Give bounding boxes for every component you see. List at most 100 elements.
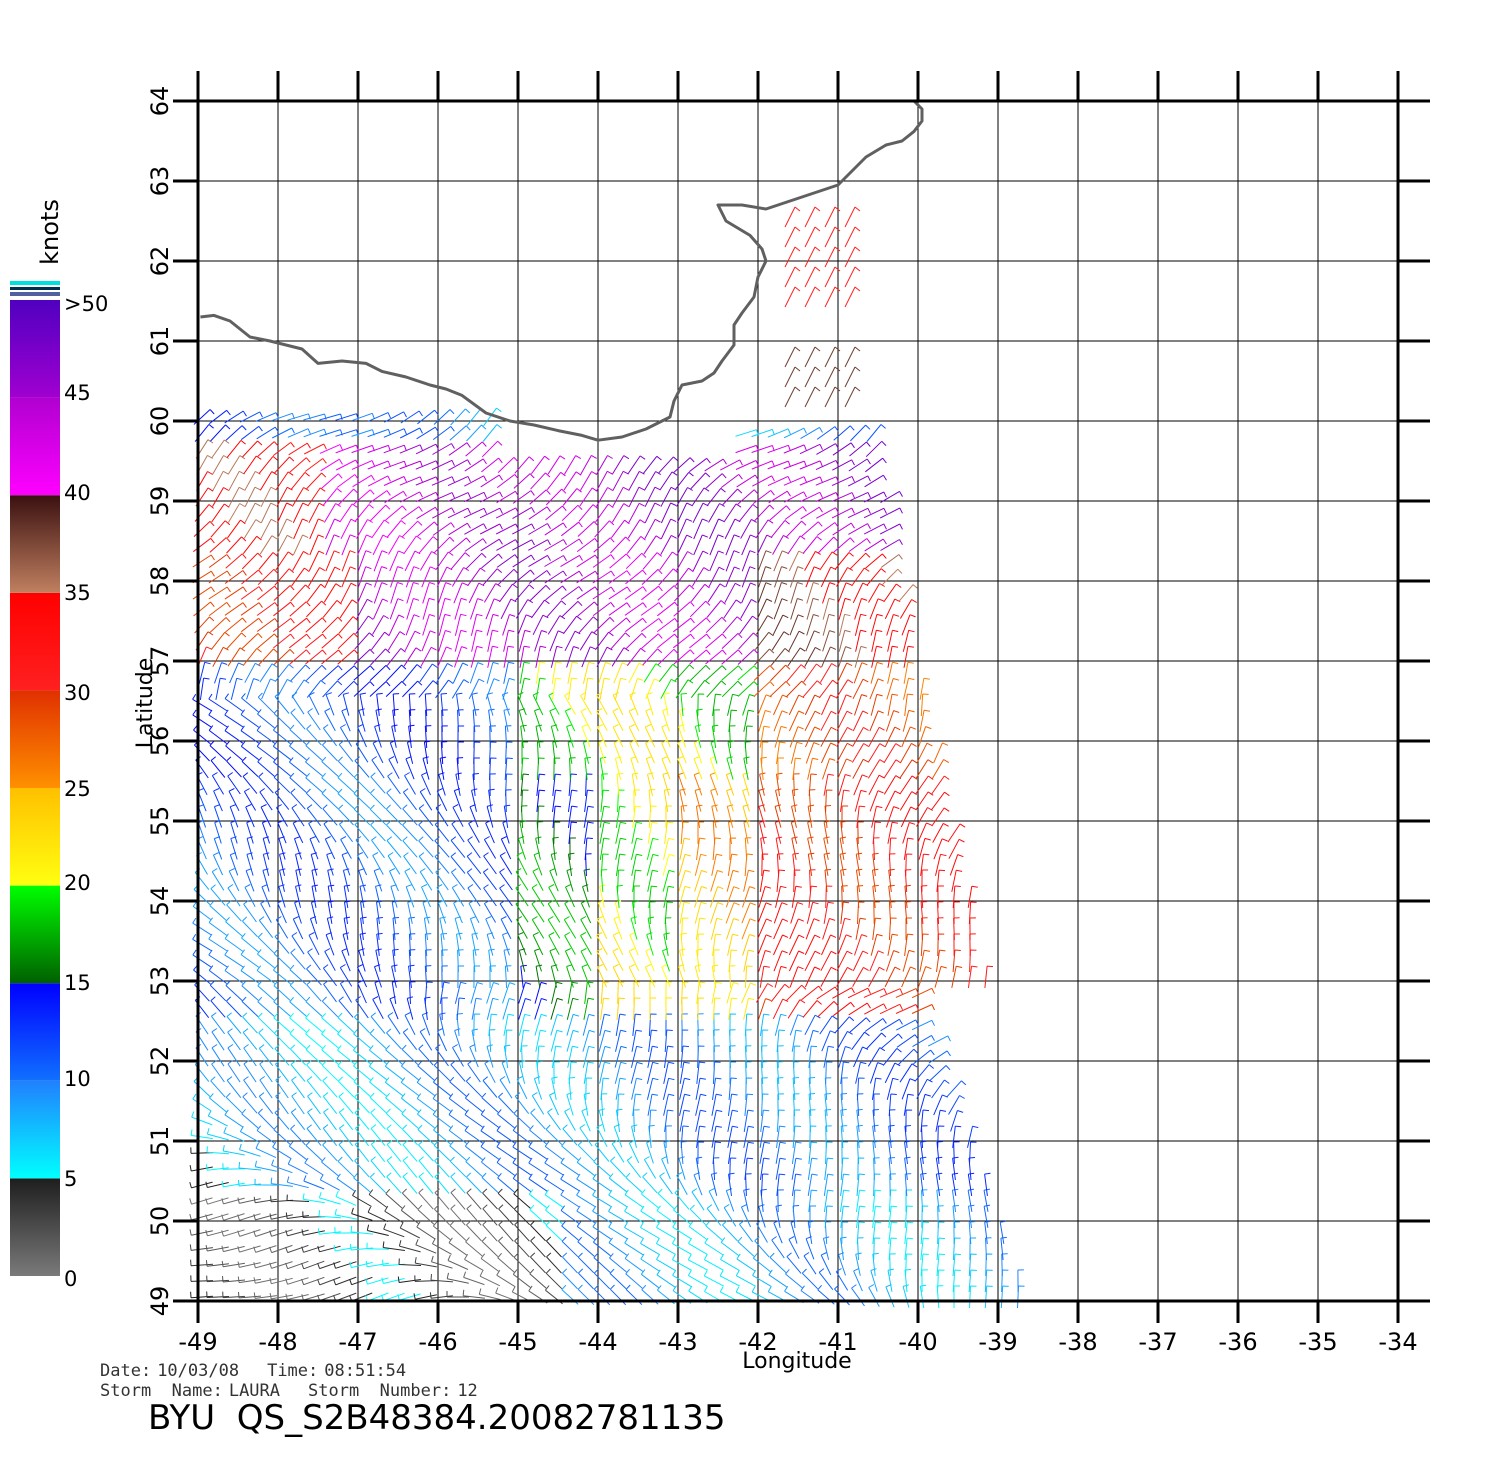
wind-barb <box>241 980 259 1001</box>
wind-barb <box>822 597 835 620</box>
wind-barb <box>679 1077 691 1100</box>
wind-barb <box>832 459 855 471</box>
wind-barb <box>237 1261 261 1268</box>
wind-barb <box>737 649 759 665</box>
wind-barb <box>632 1013 642 1036</box>
wind-barb <box>840 1205 850 1228</box>
wind-barb <box>984 965 994 988</box>
wind-barb <box>534 948 542 972</box>
wind-barb <box>936 949 946 972</box>
wind-barb <box>520 1029 530 1052</box>
wind-barb <box>514 1220 530 1242</box>
wind-barb <box>368 490 391 504</box>
wind-barb <box>856 1189 866 1212</box>
wind-barb <box>408 933 416 957</box>
wind-barb <box>206 1291 230 1298</box>
wind-barb <box>456 692 463 716</box>
wind-barb <box>402 680 423 698</box>
wind-barb <box>640 1269 660 1289</box>
wind-barb <box>984 1285 993 1309</box>
wind-barb <box>631 772 639 796</box>
wind-barb <box>552 677 562 700</box>
wind-barb <box>242 1092 258 1114</box>
wind-barb <box>561 1236 579 1258</box>
wind-barb <box>290 1124 306 1146</box>
wind-barb <box>568 821 578 844</box>
wind-barb <box>821 934 837 956</box>
wind-barb <box>681 997 688 1021</box>
lat-tick-label: 55 <box>146 806 174 837</box>
wind-barb <box>365 1277 389 1285</box>
wind-barb <box>881 568 903 586</box>
wind-barb <box>495 523 519 535</box>
wind-barb <box>518 998 532 1020</box>
wind-barb <box>414 1257 437 1268</box>
wind-barb <box>564 630 581 652</box>
wind-barb <box>503 804 511 828</box>
wind-barb <box>767 460 791 470</box>
wind-barb <box>646 1077 659 1100</box>
wind-barb <box>615 837 627 860</box>
wind-barb <box>499 583 518 603</box>
wind-barb <box>819 551 838 571</box>
wind-barb <box>480 491 503 503</box>
wind-barb <box>673 649 695 665</box>
wind-barb <box>657 585 679 601</box>
wind-barb <box>612 964 624 988</box>
wind-barb <box>680 1141 688 1165</box>
wind-barb <box>325 550 340 572</box>
wind-barb <box>694 901 707 924</box>
wind-barb <box>825 789 833 813</box>
wind-barb <box>902 1284 910 1308</box>
wind-barb <box>422 900 430 924</box>
wind-barb <box>705 473 727 489</box>
wind-barb <box>407 900 414 924</box>
wind-barb <box>936 1253 946 1277</box>
wind-barb <box>867 759 886 779</box>
wind-barb <box>864 1018 887 1032</box>
wind-barb <box>927 1035 951 1047</box>
wind-barb <box>515 599 534 619</box>
wind-barb <box>288 1141 308 1161</box>
wind-barb <box>640 1253 660 1272</box>
wind-barb <box>691 487 710 507</box>
wind-barb <box>815 492 839 502</box>
wind-barb <box>935 1156 943 1180</box>
wind-barb <box>661 724 671 748</box>
wind-barb <box>752 490 775 504</box>
wind-barb <box>339 724 353 747</box>
wind-barb <box>239 411 263 423</box>
wind-barb <box>729 1013 737 1037</box>
wind-barb <box>921 1125 928 1149</box>
wind-barb <box>275 916 289 939</box>
wind-barb <box>487 645 499 668</box>
wind-barb <box>599 805 610 828</box>
wind-barb <box>663 692 670 716</box>
wind-barb <box>290 948 306 970</box>
wind-barb <box>584 837 593 861</box>
wind-barb <box>597 724 607 748</box>
wind-barb <box>454 629 467 652</box>
wind-barb <box>289 1028 307 1049</box>
wind-barb <box>804 206 821 228</box>
wind-barb <box>462 1289 485 1299</box>
wind-barb <box>337 1156 355 1178</box>
wind-barb <box>950 1110 964 1132</box>
wind-barb <box>307 708 321 731</box>
wind-barb <box>464 523 487 535</box>
wind-barb <box>463 491 487 503</box>
wind-barb <box>464 538 487 552</box>
wind-barb <box>899 599 917 619</box>
wind-barb <box>904 1237 914 1260</box>
wind-barb <box>305 664 327 682</box>
wind-barb <box>801 521 823 537</box>
wind-barb <box>711 964 719 988</box>
wind-barb <box>258 552 278 570</box>
wind-barb <box>468 820 480 843</box>
wind-barb <box>244 662 261 683</box>
wind-barb <box>260 518 277 539</box>
wind-barb <box>790 1220 798 1244</box>
wind-barb <box>337 1045 355 1065</box>
wind-barb <box>486 661 499 684</box>
wind-barb <box>227 772 241 795</box>
